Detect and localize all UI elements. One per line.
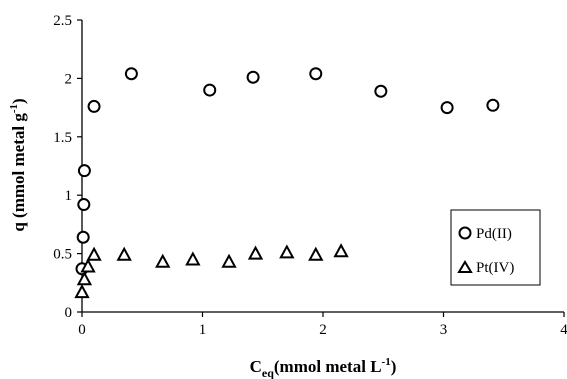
x-tick-label: 4	[560, 322, 567, 338]
x-axis-label: Ceq(mmol metal L-1)	[250, 356, 397, 379]
pd-data-point	[309, 67, 323, 81]
pt-data-point	[221, 253, 237, 268]
legend-triangle-marker	[457, 260, 473, 273]
pt-data-point	[308, 246, 324, 261]
pd-data-point	[440, 101, 454, 115]
x-tick-label: 3	[440, 322, 448, 338]
y-tick-label: 1	[65, 188, 73, 204]
pt-data-point	[155, 253, 171, 268]
y-tick-label: 0	[65, 305, 73, 321]
pd-data-point	[87, 99, 101, 113]
pt-data-point	[333, 243, 349, 258]
pd-data-point	[124, 67, 138, 81]
legend: Pd(II) Pt(IV)	[450, 209, 541, 286]
pd-data-point	[486, 98, 500, 112]
y-tick-label: 0.5	[53, 247, 72, 263]
y-tick-label: 2	[65, 71, 73, 87]
pt-data-point	[76, 271, 93, 286]
x-axis-ticks: 0 1 2 3 4	[78, 312, 567, 338]
y-tick-label: 2.5	[53, 13, 72, 29]
pt-data-point	[185, 251, 201, 266]
pt-data-point	[80, 258, 96, 273]
pt-data-point	[116, 246, 132, 261]
pt-data-point	[74, 284, 90, 299]
pd-data-point	[374, 84, 388, 98]
x-tick-label: 1	[199, 322, 207, 338]
pt-data-point	[247, 245, 264, 260]
y-axis-label: q (mmol metal g-1)	[8, 98, 28, 231]
pd-data-point	[246, 70, 260, 84]
pd-data-point	[77, 198, 91, 212]
legend-label-pd: Pd(II)	[476, 226, 512, 242]
pt-data-point	[86, 246, 102, 261]
data-markers	[74, 67, 500, 299]
pt-data-point	[279, 244, 295, 259]
x-tick-label: 2	[319, 322, 327, 338]
y-tick-label: 1.5	[53, 130, 72, 146]
pd-data-point	[76, 230, 90, 244]
legend-circle-marker	[458, 226, 472, 240]
x-tick-label: 0	[78, 322, 86, 338]
pd-data-point	[203, 83, 217, 97]
y-axis-ticks: 0 0.5 1 1.5 2 2.5	[53, 13, 82, 321]
pd-data-point	[77, 164, 91, 178]
legend-label-pt: Pt(IV)	[476, 260, 514, 276]
